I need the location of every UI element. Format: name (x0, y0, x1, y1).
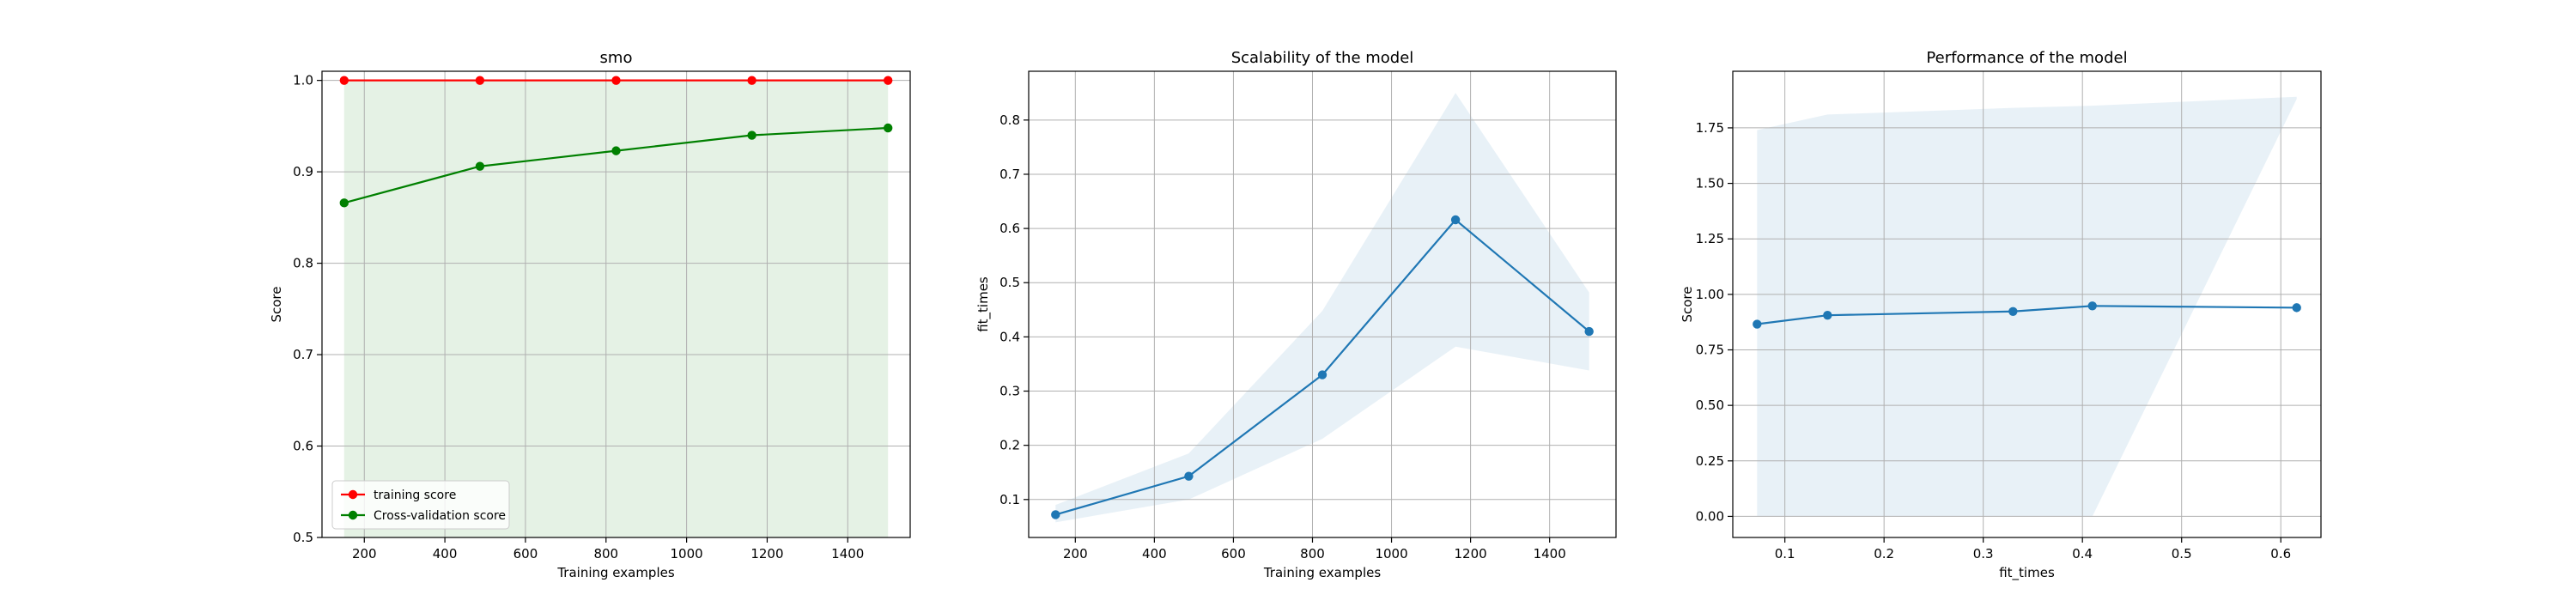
data-point (2292, 303, 2301, 313)
x-tick-label: 800 (1300, 546, 1325, 562)
plot-area (1029, 71, 1616, 537)
y-tick-label: 0.25 (1696, 453, 1724, 469)
data-point (1051, 510, 1060, 519)
y-axis-label: Score (1680, 286, 1695, 322)
x-tick-label: 0.4 (2072, 546, 2093, 562)
chart-title: Scalability of the model (1231, 49, 1414, 67)
chart-3: 0.1 0.2 0.3 0.4 0.5 0.6 0.00 0.25 0.50 0.75 1.00 1.… (1680, 49, 2322, 581)
y-tick-label: 0.7 (293, 347, 313, 362)
data-point (1317, 370, 1327, 379)
x-tick-label: 800 (593, 546, 618, 562)
x-tick-label: 0.2 (1874, 546, 1894, 562)
data-point (883, 76, 893, 85)
data-point (1584, 326, 1594, 337)
chart-2: 200 400 600 800 1000 1200 1400 0.1 0.2 0.3 0.4 0.5 0… (975, 49, 1617, 580)
axes-frame (1028, 70, 1617, 538)
y-tick-label: 0.6 (999, 221, 1020, 236)
legend: training score Cross-validation score (331, 480, 510, 530)
y-tick-label: 1.0 (293, 73, 313, 88)
axes-frame (321, 70, 911, 538)
x-axis-label: Training examples (1263, 565, 1382, 580)
data-point (1184, 471, 1194, 481)
x-tick-label: 600 (1221, 546, 1246, 562)
y-tick-label: 0.5 (999, 275, 1020, 290)
x-tick-label: 0.5 (2172, 546, 2192, 562)
x-tick-label: 0.1 (1775, 546, 1795, 562)
x-tick-label: 400 (433, 546, 458, 562)
x-tick-label: 0.6 (2270, 546, 2291, 562)
data-point (475, 161, 485, 171)
legend-entry: Cross-validation score (374, 509, 506, 523)
data-point (611, 76, 621, 85)
y-tick-label: 0.9 (293, 164, 313, 179)
data-point (475, 76, 485, 85)
data-point (2087, 301, 2097, 311)
x-tick-label: 200 (352, 546, 377, 562)
x-tick-label: 1200 (750, 546, 783, 562)
legend-box (331, 480, 510, 530)
y-axis-label: fit_times (975, 276, 992, 332)
data-point (611, 146, 621, 155)
chart-title: Performance of the model (1926, 49, 2127, 67)
chart-1: 200 400 600 800 1000 1200 1400 0.5 0.6 0.7 0.8 0.9 1… (269, 49, 911, 580)
x-tick-label: 1400 (1534, 546, 1566, 562)
data-point (1823, 310, 1832, 320)
y-tick-label: 0.7 (999, 167, 1020, 182)
y-tick-label: 0.8 (999, 112, 1020, 128)
axes-frame (1732, 70, 2322, 538)
data-point (2008, 307, 2018, 316)
confidence-band-1 (1055, 93, 1589, 523)
y-tick-label: 0.50 (1696, 398, 1724, 413)
legend-entry: training score (374, 489, 456, 502)
plot-area (322, 71, 910, 537)
data-point (339, 198, 349, 208)
y-tick-label: 0.4 (999, 329, 1020, 344)
x-axis-label: Training examples (556, 565, 675, 580)
y-axis-label: Score (269, 286, 284, 322)
confidence-band-1 (1757, 96, 2297, 517)
x-tick-label: 1000 (671, 546, 703, 562)
legend-marker (348, 510, 358, 520)
data-point (339, 76, 349, 85)
y-tick-label: 0.00 (1696, 508, 1724, 524)
legend-marker (348, 489, 358, 500)
x-tick-label: 1000 (1375, 546, 1407, 562)
x-tick-label: 600 (513, 546, 538, 562)
x-tick-label: 200 (1063, 546, 1088, 562)
data-point (1753, 319, 1762, 329)
y-tick-label: 1.75 (1696, 120, 1724, 136)
data-point (747, 131, 756, 140)
plot-area (1733, 71, 2321, 537)
confidence-band-2 (343, 80, 889, 537)
chart-title: smo (600, 49, 633, 67)
x-tick-label: 400 (1142, 546, 1167, 562)
x-tick-label: 0.3 (1973, 546, 1994, 562)
y-tick-label: 0.1 (999, 492, 1020, 507)
y-tick-label: 0.5 (293, 530, 313, 545)
y-tick-label: 0.2 (999, 438, 1020, 453)
y-tick-label: 1.50 (1696, 176, 1724, 191)
data-point (1450, 215, 1461, 225)
data-point (747, 76, 756, 85)
y-tick-label: 0.8 (293, 256, 313, 271)
y-tick-label: 0.3 (999, 384, 1020, 399)
x-tick-label: 1400 (831, 546, 864, 562)
x-axis-label: fit_times (1999, 565, 2055, 581)
data-point (883, 123, 893, 133)
y-tick-label: 0.6 (293, 439, 313, 454)
y-tick-label: 1.00 (1696, 287, 1724, 302)
y-tick-label: 0.75 (1696, 343, 1724, 358)
y-tick-label: 1.25 (1696, 231, 1724, 246)
x-tick-label: 1200 (1455, 546, 1487, 562)
